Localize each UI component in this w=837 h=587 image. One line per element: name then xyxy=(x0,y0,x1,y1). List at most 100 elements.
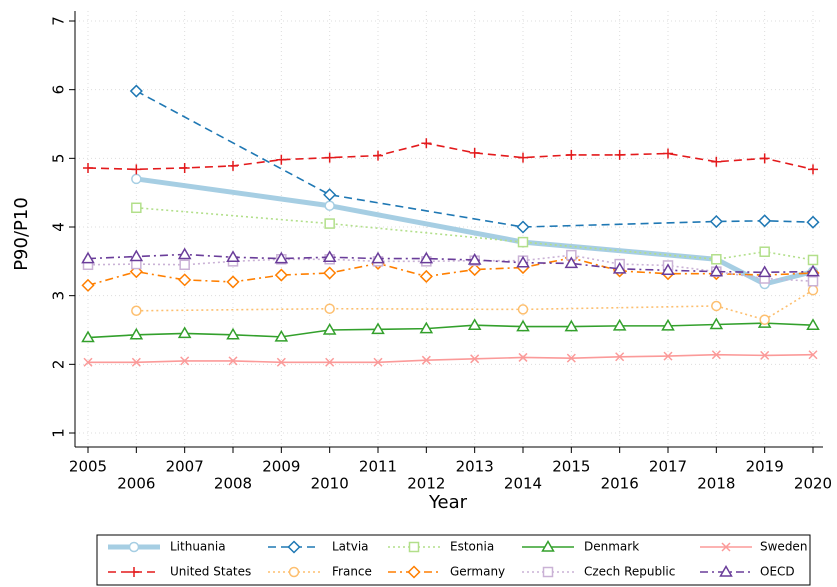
data-point xyxy=(468,263,482,277)
data-point xyxy=(566,353,576,363)
data-point xyxy=(758,214,772,228)
data-point xyxy=(759,153,770,164)
data-point xyxy=(711,254,722,265)
data-point xyxy=(711,156,722,167)
data-point xyxy=(806,318,820,330)
data-point xyxy=(228,356,238,366)
data-point xyxy=(179,162,190,173)
data-point xyxy=(470,354,480,364)
x-tick-label: 2020 xyxy=(794,475,832,493)
data-point xyxy=(81,278,95,292)
data-point xyxy=(274,268,288,282)
legend-label: OECD xyxy=(760,565,795,579)
x-tick-label: 2017 xyxy=(649,458,687,476)
data-point xyxy=(419,269,433,284)
data-point xyxy=(419,251,434,264)
legend-marker xyxy=(542,566,554,578)
x-tick-label: 2010 xyxy=(311,475,349,493)
series-line xyxy=(136,206,814,261)
series xyxy=(81,316,820,343)
data-point xyxy=(322,250,337,262)
data-point xyxy=(709,264,724,277)
data-point xyxy=(324,200,335,211)
series xyxy=(81,247,820,278)
x-tick-label: 2014 xyxy=(504,475,542,493)
legend-label: Sweden xyxy=(760,540,807,554)
data-point xyxy=(516,319,530,332)
legend-marker xyxy=(287,540,301,554)
data-point xyxy=(612,261,627,274)
data-point xyxy=(564,256,579,269)
legend-marker xyxy=(129,567,139,577)
series-line xyxy=(88,353,814,364)
data-point xyxy=(469,147,480,158)
data-point xyxy=(226,275,240,289)
series xyxy=(83,350,818,367)
data-point xyxy=(373,357,383,367)
data-point xyxy=(807,254,819,266)
data-point xyxy=(323,188,337,202)
data-point xyxy=(226,327,240,340)
legend-label: Denmark xyxy=(584,540,639,554)
data-point xyxy=(324,152,335,163)
legend-box xyxy=(96,534,811,586)
data-point xyxy=(373,150,383,161)
y-tick-label: 2 xyxy=(50,360,68,370)
x-tick-label: 2019 xyxy=(746,458,784,476)
data-point xyxy=(517,304,529,315)
y-tick-label: 7 xyxy=(50,16,68,26)
data-point xyxy=(276,357,286,367)
y-axis-label: P90/P10 xyxy=(11,197,32,271)
x-tick-label: 2007 xyxy=(166,458,204,476)
series-line xyxy=(136,289,814,321)
legend-label: Czech Republic xyxy=(584,565,675,579)
data-point xyxy=(324,218,335,229)
data-point xyxy=(324,303,335,314)
data-point xyxy=(131,305,142,317)
data-point xyxy=(807,275,819,287)
data-point xyxy=(226,250,240,262)
data-point xyxy=(760,350,770,360)
data-point xyxy=(129,249,144,262)
series-line xyxy=(135,90,814,228)
data-point xyxy=(517,236,529,248)
data-point xyxy=(177,247,192,260)
data-point xyxy=(322,323,337,335)
data-point xyxy=(131,202,142,214)
data-point xyxy=(419,321,434,334)
y-tick-label: 1 xyxy=(50,428,68,438)
data-point xyxy=(180,356,190,366)
data-point xyxy=(661,263,675,276)
legend-label: United States xyxy=(170,565,251,579)
data-point xyxy=(807,284,819,296)
x-tick-label: 2013 xyxy=(456,458,494,476)
data-point xyxy=(371,251,385,264)
data-point xyxy=(177,326,192,339)
data-point xyxy=(129,84,143,98)
data-point xyxy=(518,152,528,163)
x-tick-label: 2009 xyxy=(262,458,300,476)
series-line xyxy=(87,142,814,171)
legend-label: Latvia xyxy=(332,540,369,554)
data-point xyxy=(614,149,625,160)
data-point xyxy=(808,164,818,175)
y-tick-label: 6 xyxy=(50,85,68,95)
series xyxy=(129,84,820,234)
legend-label: France xyxy=(332,565,372,579)
data-point xyxy=(516,255,530,268)
data-point xyxy=(274,251,289,264)
data-point xyxy=(131,173,142,185)
data-point xyxy=(806,264,820,277)
data-point xyxy=(661,318,675,331)
data-point xyxy=(179,259,190,271)
data-point xyxy=(421,138,432,149)
x-tick-label: 2005 xyxy=(69,458,107,476)
data-point xyxy=(566,149,577,160)
x-tick-label: 2006 xyxy=(117,475,155,493)
legend-marker xyxy=(719,565,733,577)
y-tick-label: 5 xyxy=(50,154,68,164)
data-point xyxy=(325,357,335,367)
legend-marker xyxy=(407,565,421,579)
